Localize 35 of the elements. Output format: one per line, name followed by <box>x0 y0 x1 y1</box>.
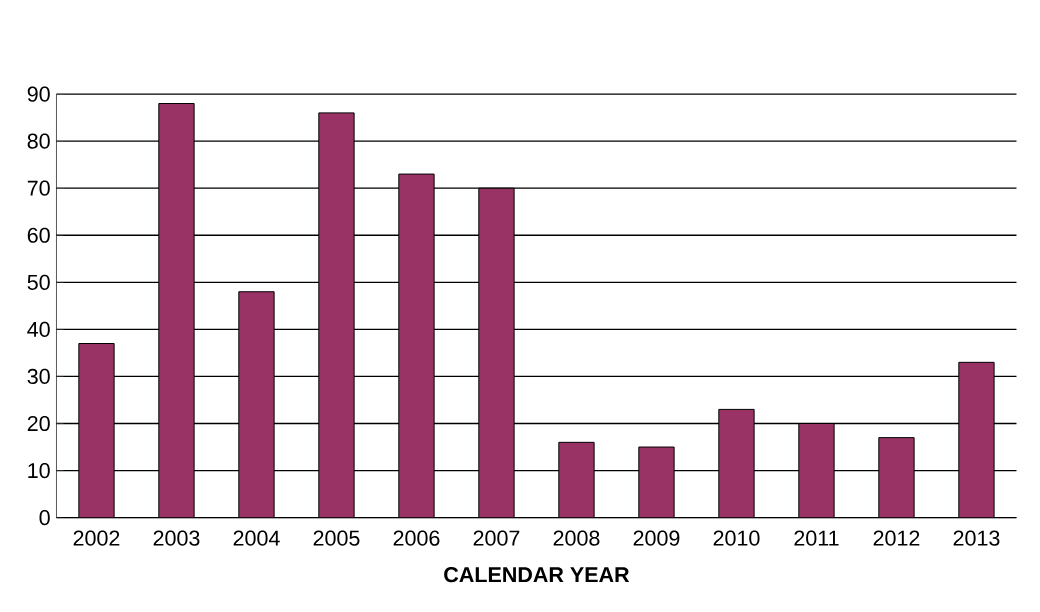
bar <box>398 173 435 518</box>
y-tick-label: 90 <box>27 86 50 102</box>
x-tick-label: 2011 <box>794 530 839 546</box>
x-tick-label: 2012 <box>873 530 920 546</box>
bar <box>78 343 115 518</box>
y-tick-label: 50 <box>27 274 50 291</box>
x-tick-label: 2010 <box>713 530 760 546</box>
y-tick-label: 60 <box>27 227 50 243</box>
y-tick-label: 10 <box>28 463 50 479</box>
x-axis-title: CALENDAR YEAR <box>444 567 630 583</box>
x-tick-label: 2004 <box>233 530 280 546</box>
y-tick-label: 70 <box>27 180 50 196</box>
x-tick-label: 2002 <box>73 530 120 546</box>
bar <box>158 103 195 518</box>
bar <box>958 361 995 518</box>
bar <box>478 187 515 518</box>
bar <box>238 291 275 518</box>
bar <box>558 441 595 518</box>
y-tick-label: 30 <box>27 368 50 385</box>
y-tick-label: 20 <box>27 416 50 432</box>
bar <box>878 437 915 518</box>
x-tick-label: 2007 <box>473 530 520 546</box>
y-tick-label: 40 <box>27 321 50 338</box>
bar <box>718 409 755 518</box>
x-tick-label: 2009 <box>633 530 680 546</box>
bar <box>798 423 835 518</box>
x-tick-label: 2005 <box>313 530 360 546</box>
y-tick-label: 0 <box>39 510 50 526</box>
y-tick-label: 80 <box>27 133 50 149</box>
x-tick-label: 2006 <box>393 530 440 546</box>
x-tick-label: 2008 <box>553 530 600 546</box>
x-tick-label: 2003 <box>153 530 200 546</box>
x-tick-label: 2013 <box>953 530 1000 546</box>
bar <box>638 446 675 518</box>
bar <box>318 112 355 518</box>
